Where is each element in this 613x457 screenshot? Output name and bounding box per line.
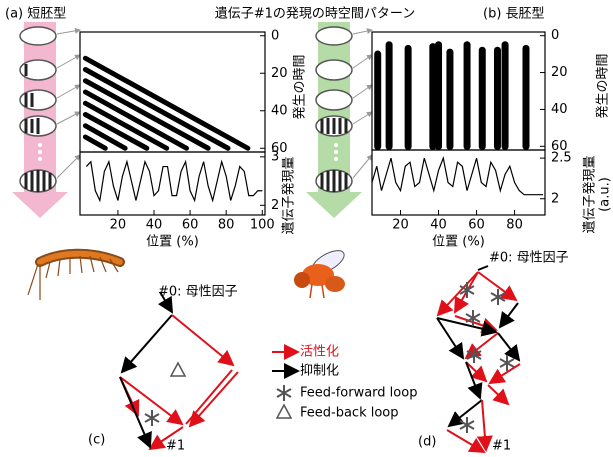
bar <box>435 41 442 150</box>
y-axis-label: 遺伝子発現量 <box>282 156 297 234</box>
node-label: #0: 母性因子 <box>489 251 569 266</box>
x-axis-label: 位置 (%) <box>432 235 485 250</box>
y-tick-label: 2 <box>551 191 559 206</box>
panel-label: (c) <box>88 433 105 448</box>
bar <box>374 50 381 150</box>
plot-frame <box>372 32 545 150</box>
bar <box>494 47 501 150</box>
bar <box>446 49 453 150</box>
panel-label: (a) 短胚型 <box>5 7 66 22</box>
bar <box>405 45 412 150</box>
network-d <box>437 266 520 452</box>
figure: (a) 短胚型 遺伝子#1の発現の時空間パターン (b) 長胚型 <box>0 0 613 457</box>
embryo-column-b <box>306 22 372 218</box>
y-axis-label: 遺伝子発現量 <box>583 155 598 233</box>
x-tick-label: 60 <box>468 218 485 233</box>
figure-title: 遺伝子#1の発現の時空間パターン <box>215 7 416 22</box>
bar <box>502 41 509 150</box>
data-line <box>372 158 543 195</box>
panel-label: (b) 長胚型 <box>483 7 545 22</box>
bar <box>479 47 486 150</box>
x-tick-label: 80 <box>218 218 235 233</box>
y-tick-label: 0 <box>271 28 279 43</box>
stripe-line <box>85 137 105 148</box>
plot-frame <box>372 150 545 215</box>
x-tick-label: 100 <box>250 218 275 233</box>
y-axis-label: 発生の時間 <box>293 54 308 119</box>
bar <box>464 41 471 150</box>
panel-label: (d) <box>418 435 436 450</box>
x-axis-label: 位置 (%) <box>146 235 199 250</box>
node-label: #0: 母性因子 <box>158 285 238 300</box>
data-line <box>86 162 262 201</box>
centipede-illustration <box>28 254 120 300</box>
legend-label: Feed-back loop <box>300 406 399 421</box>
y-tick-label: 0 <box>551 28 559 43</box>
legend-label: 活性化 <box>300 345 339 360</box>
y-axis-unit: (a.u.) <box>598 177 613 212</box>
x-tick-label: 60 <box>182 218 199 233</box>
y-tick-label: 3 <box>271 149 279 164</box>
x-tick-label: 40 <box>430 218 447 233</box>
y-tick-label: 40 <box>551 102 568 117</box>
node-label: #1 <box>166 439 185 454</box>
x-tick-label: 80 <box>506 218 523 233</box>
bar <box>386 41 393 150</box>
network-c <box>120 292 238 449</box>
x-tick-label: 40 <box>146 218 163 233</box>
legend <box>272 352 298 418</box>
bar <box>522 45 529 150</box>
y-tick-label: 2.5 <box>551 151 572 166</box>
y-tick-label: 20 <box>551 65 568 80</box>
bee-illustration <box>294 246 348 298</box>
y-axis-label: 発生の時間 <box>596 53 611 118</box>
legend-label: 抑制化 <box>300 364 339 379</box>
stripe-line <box>85 126 125 149</box>
x-tick-label: 20 <box>110 218 127 233</box>
embryo-column-a <box>12 22 80 218</box>
node-label: #1 <box>492 439 511 454</box>
x-tick-label: 20 <box>392 218 409 233</box>
legend-label: Feed-forward loop <box>300 386 417 401</box>
plot-frame <box>80 152 265 215</box>
y-tick-label: 40 <box>271 103 288 118</box>
y-tick-label: 2 <box>271 198 279 213</box>
y-tick-label: 20 <box>271 66 288 81</box>
